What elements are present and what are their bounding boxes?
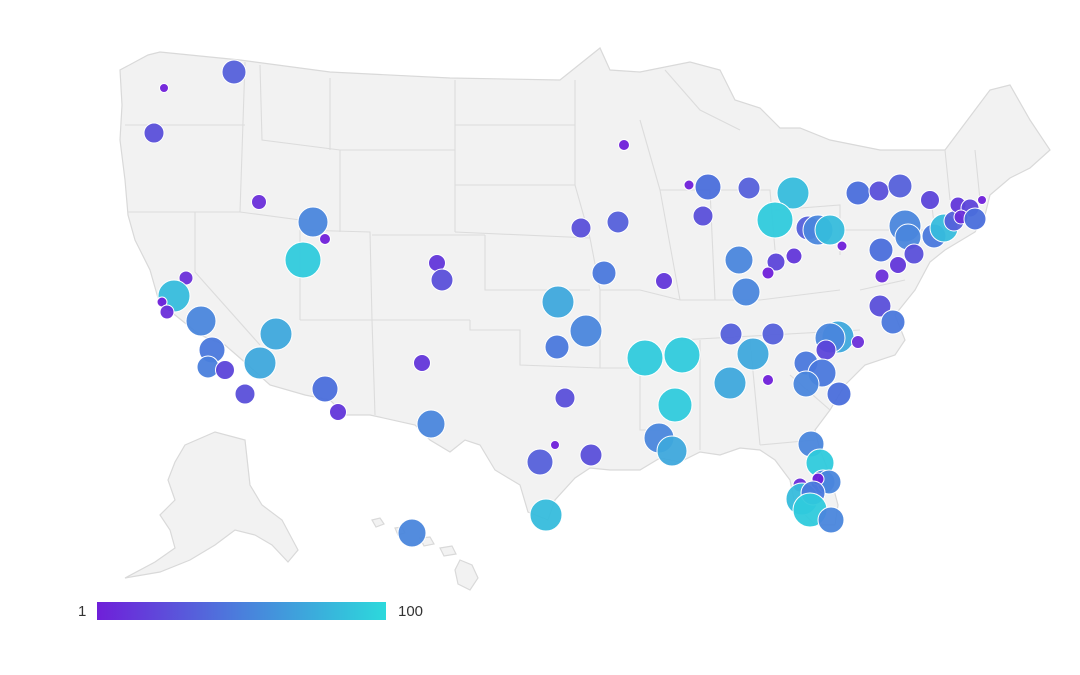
city-bubble[interactable] <box>544 334 570 360</box>
city-bubble[interactable] <box>785 247 803 265</box>
city-bubble[interactable] <box>284 241 322 279</box>
city-bubble[interactable] <box>776 176 810 210</box>
city-bubble[interactable] <box>868 294 892 318</box>
city-bubble[interactable] <box>845 180 871 206</box>
city-bubble[interactable] <box>397 518 427 548</box>
city-bubble[interactable] <box>761 322 785 346</box>
city-bubble[interactable] <box>606 210 630 234</box>
city-bubble[interactable] <box>526 448 554 476</box>
city-bubble[interactable] <box>736 337 770 371</box>
city-bubble[interactable] <box>319 233 331 245</box>
city-bubble[interactable] <box>554 387 576 409</box>
city-bubble[interactable] <box>903 243 925 265</box>
city-bubble[interactable] <box>259 317 293 351</box>
city-bubble[interactable] <box>920 190 940 210</box>
city-bubble[interactable] <box>221 59 247 85</box>
legend-min-label: 1 <box>78 603 87 620</box>
city-bubble[interactable] <box>762 374 774 386</box>
city-bubble[interactable] <box>880 309 906 335</box>
city-bubble[interactable] <box>756 201 794 239</box>
city-bubble[interactable] <box>817 506 845 534</box>
city-bubble[interactable] <box>143 122 165 144</box>
city-bubble[interactable] <box>836 240 848 252</box>
city-bubble[interactable] <box>724 245 754 275</box>
city-bubble[interactable] <box>618 139 630 151</box>
city-bubble[interactable] <box>963 207 987 231</box>
city-bubble[interactable] <box>185 305 217 337</box>
city-bubble[interactable] <box>550 440 560 450</box>
city-bubble[interactable] <box>430 268 454 292</box>
city-bubble[interactable] <box>159 304 175 320</box>
city-bubble[interactable] <box>656 435 688 467</box>
city-bubble[interactable] <box>766 252 786 272</box>
city-bubble[interactable] <box>311 375 339 403</box>
city-bubble[interactable] <box>663 336 701 374</box>
city-bubble[interactable] <box>874 268 890 284</box>
city-bubble[interactable] <box>413 354 431 372</box>
city-bubble[interactable] <box>416 409 446 439</box>
city-bubble[interactable] <box>529 498 563 532</box>
city-bubble[interactable] <box>731 277 761 307</box>
city-bubble[interactable] <box>541 285 575 319</box>
city-bubble[interactable] <box>591 260 617 286</box>
city-bubble[interactable] <box>655 272 673 290</box>
city-bubble[interactable] <box>579 443 603 467</box>
city-bubble[interactable] <box>692 205 714 227</box>
city-bubble[interactable] <box>243 346 277 380</box>
city-bubble[interactable] <box>737 176 761 200</box>
city-bubble[interactable] <box>234 383 256 405</box>
city-bubble[interactable] <box>868 180 890 202</box>
city-bubble[interactable] <box>977 195 987 205</box>
city-bubble[interactable] <box>887 173 913 199</box>
city-bubble[interactable] <box>761 266 775 280</box>
city-bubble[interactable] <box>814 214 846 246</box>
city-bubble[interactable] <box>626 339 664 377</box>
city-bubble[interactable] <box>889 256 907 274</box>
city-bubble[interactable] <box>251 194 267 210</box>
legend-gradient-bar <box>97 602 386 620</box>
city-bubble[interactable] <box>569 314 603 348</box>
city-bubble[interactable] <box>159 83 169 93</box>
legend-max-label: 100 <box>398 603 424 620</box>
alaska-shape <box>124 431 299 579</box>
city-bubble[interactable] <box>683 179 695 191</box>
city-bubble[interactable] <box>826 381 852 407</box>
city-bubble[interactable] <box>657 387 693 423</box>
city-bubble[interactable] <box>815 339 837 361</box>
city-bubble[interactable] <box>570 217 592 239</box>
city-bubble[interactable] <box>713 366 747 400</box>
city-bubbles <box>143 59 987 548</box>
city-bubble[interactable] <box>215 360 235 380</box>
city-bubble[interactable] <box>792 370 820 398</box>
city-bubble[interactable] <box>868 237 894 263</box>
city-bubble[interactable] <box>851 335 865 349</box>
city-bubble[interactable] <box>694 173 722 201</box>
city-bubble[interactable] <box>329 403 347 421</box>
city-bubble[interactable] <box>719 322 743 346</box>
city-bubble[interactable] <box>297 206 329 238</box>
